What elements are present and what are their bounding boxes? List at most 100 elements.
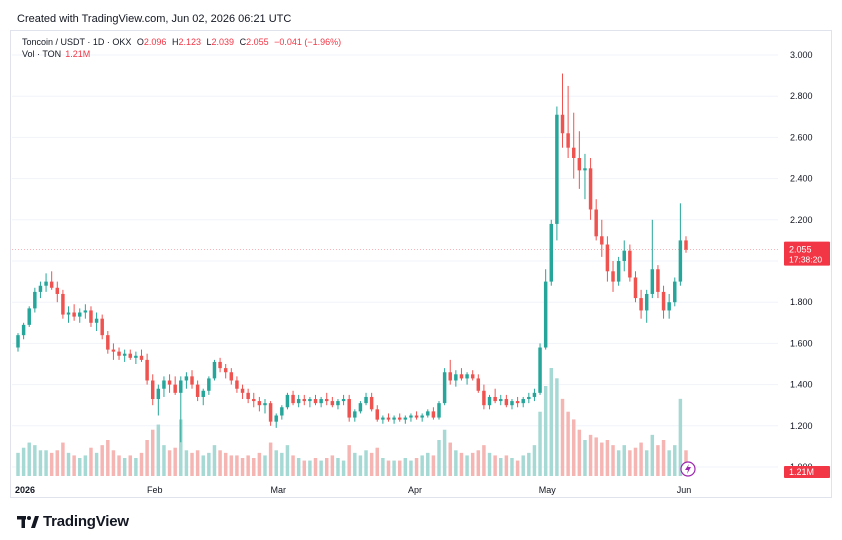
volume-bar bbox=[543, 386, 548, 476]
candle-body bbox=[521, 399, 525, 404]
volume-bar bbox=[66, 452, 71, 476]
candle-body bbox=[667, 302, 671, 311]
volume-bar bbox=[431, 455, 436, 476]
volume-bar bbox=[106, 440, 110, 476]
volume-bar bbox=[673, 445, 677, 476]
volume-bar bbox=[521, 455, 525, 476]
candle-body bbox=[442, 372, 447, 404]
volume-value: 1.21M bbox=[65, 49, 91, 59]
volume-bar bbox=[195, 450, 200, 476]
volume-bar bbox=[72, 455, 76, 476]
candle-body bbox=[21, 324, 26, 336]
volume-bar bbox=[313, 458, 318, 476]
volume-bar bbox=[308, 460, 312, 476]
candle-body bbox=[212, 361, 217, 379]
candle-body bbox=[263, 403, 267, 406]
volume-label: Vol · TON bbox=[22, 49, 62, 59]
volume-bar bbox=[622, 445, 626, 476]
volume-bar bbox=[499, 458, 503, 476]
volume-bar bbox=[21, 447, 26, 476]
candle-body bbox=[55, 287, 60, 294]
candle-body bbox=[336, 401, 340, 406]
candle-body bbox=[184, 376, 189, 381]
volume-bar bbox=[280, 452, 284, 476]
volume-bar bbox=[212, 445, 217, 476]
volume-bar bbox=[549, 368, 554, 476]
low-value: 2.039 bbox=[211, 37, 235, 47]
candle-body bbox=[644, 293, 649, 311]
volume-bar bbox=[336, 458, 340, 476]
volume-bar bbox=[616, 450, 621, 476]
volume-bar bbox=[667, 450, 671, 476]
volume-bar bbox=[369, 452, 374, 476]
open-value: 2.096 bbox=[143, 37, 167, 47]
candle-body bbox=[223, 368, 228, 373]
volume-bar bbox=[560, 398, 565, 476]
candle-body bbox=[296, 399, 301, 404]
volume-bar bbox=[487, 452, 492, 476]
candle-body bbox=[673, 281, 677, 303]
volume-bar bbox=[594, 437, 598, 476]
tradingview-logo-icon bbox=[17, 515, 39, 528]
volume-legend-row[interactable]: Vol · TON 1.21M bbox=[22, 48, 341, 60]
volume-bar bbox=[89, 447, 93, 476]
volume-bar bbox=[156, 424, 161, 476]
volume-bar bbox=[661, 440, 666, 476]
volume-bar bbox=[381, 458, 385, 476]
volume-bar bbox=[263, 455, 267, 476]
volume-bar bbox=[190, 452, 194, 476]
volume-bar bbox=[420, 455, 424, 476]
open-label: O bbox=[136, 37, 144, 47]
candle-body bbox=[397, 417, 402, 420]
x-tick-label: Jun bbox=[677, 485, 692, 495]
volume-bar bbox=[268, 442, 273, 476]
volume-bar bbox=[515, 460, 520, 476]
volume-bar bbox=[600, 442, 604, 476]
candle-body bbox=[661, 291, 666, 311]
candle-body bbox=[313, 399, 318, 404]
chart-legend[interactable]: Toncoin / USDT · 1D · OKX O2.096 H2.123 … bbox=[22, 36, 341, 60]
candle-body bbox=[195, 384, 200, 397]
volume-bar bbox=[577, 429, 582, 476]
time-axis: 2026 Feb Mar Apr May Jun bbox=[15, 485, 691, 495]
volume-bar bbox=[117, 455, 121, 476]
price-legend-row[interactable]: Toncoin / USDT · 1D · OKX O2.096 H2.123 … bbox=[22, 36, 341, 48]
candle-body bbox=[285, 394, 290, 408]
candle-body bbox=[678, 240, 683, 282]
tradingview-logo[interactable]: TradingView bbox=[17, 513, 129, 530]
grid-lines bbox=[12, 54, 778, 468]
volume-bar bbox=[493, 455, 497, 476]
volume-bar bbox=[173, 447, 177, 476]
symbol-title[interactable]: Toncoin / USDT · 1D · OKX bbox=[22, 37, 132, 47]
volume-bar bbox=[33, 445, 37, 476]
volume-bar bbox=[16, 452, 20, 476]
candle-body bbox=[386, 417, 391, 420]
candle-body bbox=[527, 396, 531, 400]
candle-body bbox=[201, 390, 205, 397]
candle-body bbox=[16, 335, 20, 348]
volume-bar bbox=[324, 458, 329, 476]
candle-body bbox=[122, 353, 127, 356]
volume-bar bbox=[470, 452, 475, 476]
candle-body bbox=[538, 347, 542, 393]
close-value: 2.055 bbox=[246, 37, 269, 47]
volume-bar bbox=[302, 460, 307, 476]
candle-body bbox=[459, 374, 464, 379]
volume-bar bbox=[437, 440, 441, 476]
volume-bar bbox=[644, 450, 649, 476]
candle-body bbox=[61, 293, 65, 315]
candle-body bbox=[504, 399, 509, 406]
candle-body bbox=[207, 378, 211, 391]
volume-bar bbox=[296, 458, 301, 476]
x-tick-label: Feb bbox=[147, 485, 163, 495]
volume-bar bbox=[588, 434, 593, 476]
volume-bar bbox=[55, 450, 60, 476]
candle-body bbox=[403, 417, 408, 420]
x-tick-label: 2026 bbox=[15, 485, 35, 495]
volume-bar bbox=[274, 450, 278, 476]
candle-body bbox=[145, 359, 149, 381]
volume-bar bbox=[454, 450, 458, 476]
candle-body bbox=[656, 269, 660, 292]
candle-body bbox=[156, 388, 161, 400]
